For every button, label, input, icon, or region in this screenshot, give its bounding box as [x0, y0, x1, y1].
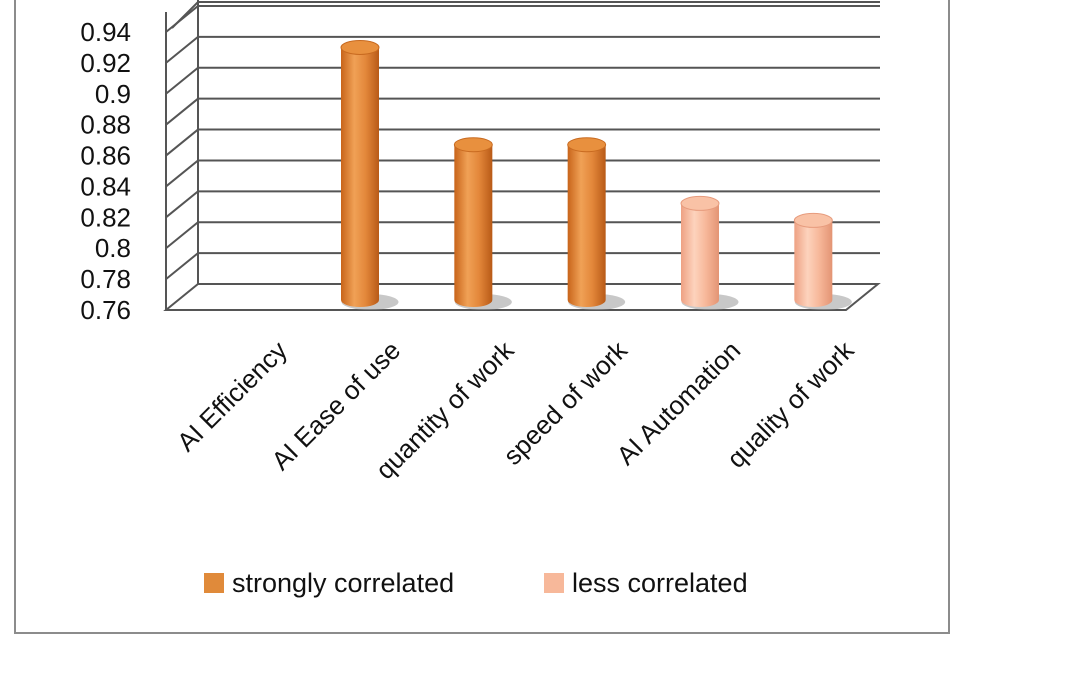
bar	[340, 39, 380, 307]
bar	[680, 195, 720, 307]
gridline	[171, 1, 880, 29]
gridline	[165, 97, 880, 126]
x-tick-label: AI Efficiency	[171, 335, 293, 457]
legend-label: less correlated	[572, 568, 748, 598]
chart-walls	[163, 0, 881, 311]
gridline	[165, 128, 880, 157]
bar-body	[341, 47, 379, 307]
gridline	[165, 159, 880, 188]
gridline	[165, 190, 880, 219]
y-tick-label: 0.94	[80, 17, 131, 47]
bars	[340, 39, 833, 307]
y-axis-ticks: 0.760.780.80.820.840.860.880.90.920.94	[80, 17, 131, 325]
bar-body	[794, 220, 833, 307]
bar-top	[680, 195, 720, 211]
y-tick-label: 0.82	[80, 202, 131, 232]
gridline	[165, 221, 880, 249]
legend: strongly correlated less correlated	[204, 568, 748, 598]
y-tick-label: 0.86	[80, 141, 131, 171]
gridline	[165, 35, 880, 64]
y-tick-label: 0.88	[80, 110, 131, 140]
bar-body	[567, 144, 606, 307]
chart-frame	[14, 0, 950, 634]
y-tick-label: 0.76	[80, 295, 131, 325]
y-tick-label: 0.8	[95, 233, 131, 263]
legend-swatch	[204, 573, 224, 593]
gridline	[165, 5, 880, 33]
y-tick-label: 0.92	[80, 48, 131, 78]
y-tick-label: 0.9	[95, 79, 131, 109]
bar-top	[567, 137, 607, 153]
bar-top	[340, 39, 380, 55]
bar-top	[453, 137, 493, 153]
y-tick-label: 0.78	[80, 264, 131, 294]
gridlines	[165, 1, 880, 280]
bar	[453, 137, 493, 307]
bar	[793, 212, 833, 307]
y-tick-label: 0.84	[80, 171, 131, 201]
bar-body	[681, 203, 719, 307]
bar	[567, 137, 607, 307]
bar-body	[454, 144, 493, 307]
bar-top	[793, 212, 833, 228]
legend-label: strongly correlated	[232, 568, 454, 598]
legend-swatch	[544, 573, 564, 593]
gridline	[165, 66, 880, 95]
gridline	[165, 252, 880, 280]
chart-floor	[163, 283, 881, 311]
